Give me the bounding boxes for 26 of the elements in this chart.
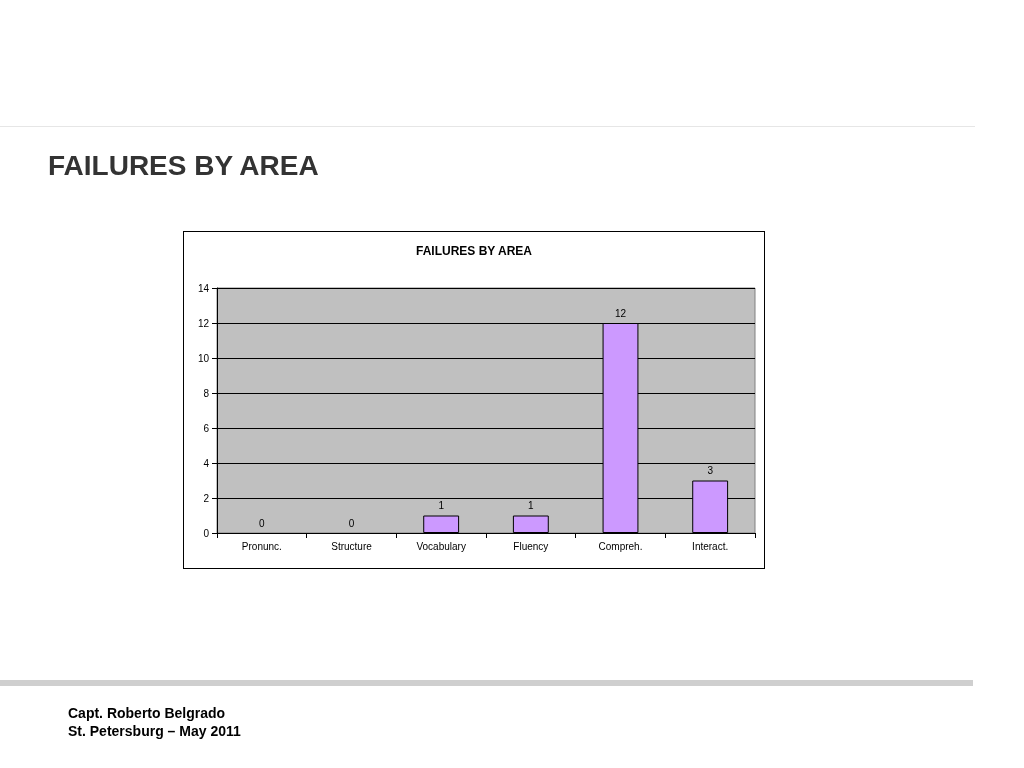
data-label: 0: [259, 517, 266, 529]
bar: [423, 515, 460, 533]
y-tick-label: 14: [197, 282, 210, 294]
x-tick-label: Interact.: [692, 540, 729, 552]
y-tick-label: 8: [203, 387, 210, 399]
y-tick-label: 6: [203, 422, 210, 434]
x-tick-label: Compreh.: [598, 540, 643, 552]
x-tick-label: Structure: [331, 540, 373, 552]
y-tick-label: 0: [203, 527, 210, 539]
data-label: 3: [707, 465, 714, 476]
x-tick-label: Vocabulary: [416, 540, 466, 552]
data-label: 1: [438, 500, 445, 511]
x-tick-label: Fluency: [513, 540, 549, 552]
chart-title: FAILURES BY AREA: [48, 150, 319, 182]
y-tick-label: 2: [203, 492, 210, 504]
x-tick-label: Pronunc.: [241, 540, 282, 552]
y-tick-label: 4: [203, 457, 210, 469]
data-label: 0: [348, 517, 355, 529]
text: Capt. Roberto Belgrado: [68, 704, 227, 722]
data-label: 1: [528, 500, 535, 511]
chart-subtitle: FAILURES BY AREA: [415, 244, 533, 258]
y-tick-label: 12: [197, 317, 210, 329]
y-tick-label: 10: [197, 352, 210, 364]
data-label: 12: [614, 307, 627, 319]
bar: [512, 515, 549, 533]
text: St. Petersburg – May 2011: [68, 722, 241, 740]
